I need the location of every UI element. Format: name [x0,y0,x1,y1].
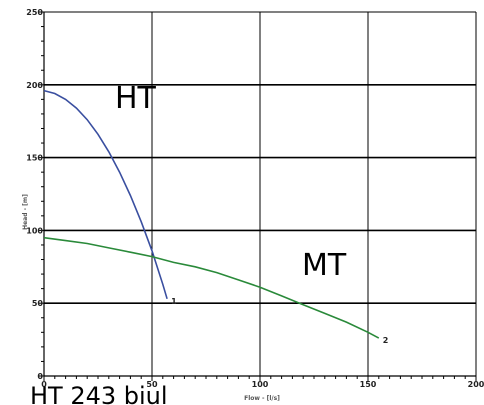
x-axis-title: Flow - [l/s] [244,395,280,402]
y-tick-label-2: 100 [26,226,43,235]
series-line-mt [43,236,380,339]
x-tick-label-1: 50 [146,380,158,389]
series-end-label-1: 1 [171,297,177,306]
caption: HT 243 biul [30,382,168,405]
series-label-mt: MT [302,248,347,283]
series-line-ht [43,89,168,300]
series: 12 [43,89,389,345]
x-tick-label-2: 100 [252,380,269,389]
axes [39,11,477,381]
x-tick-label-0: 0 [41,380,47,389]
grid [43,11,477,377]
series-label-ht: HT [115,81,157,116]
x-tick-label-3: 150 [360,380,377,389]
y-axis-title: Head - [m] [22,194,29,230]
series-end-label-2: 2 [383,336,389,345]
y-tick-label-1: 50 [32,299,44,308]
x-tick-label-4: 200 [468,380,484,389]
y-tick-label-4: 200 [26,81,43,90]
tick-labels: 0 50 100 150 200 0 50 100 150 200 250 [26,8,484,389]
y-tick-label-0: 0 [37,372,43,381]
y-tick-label-3: 150 [26,154,43,163]
y-tick-label-5: 250 [26,8,43,17]
